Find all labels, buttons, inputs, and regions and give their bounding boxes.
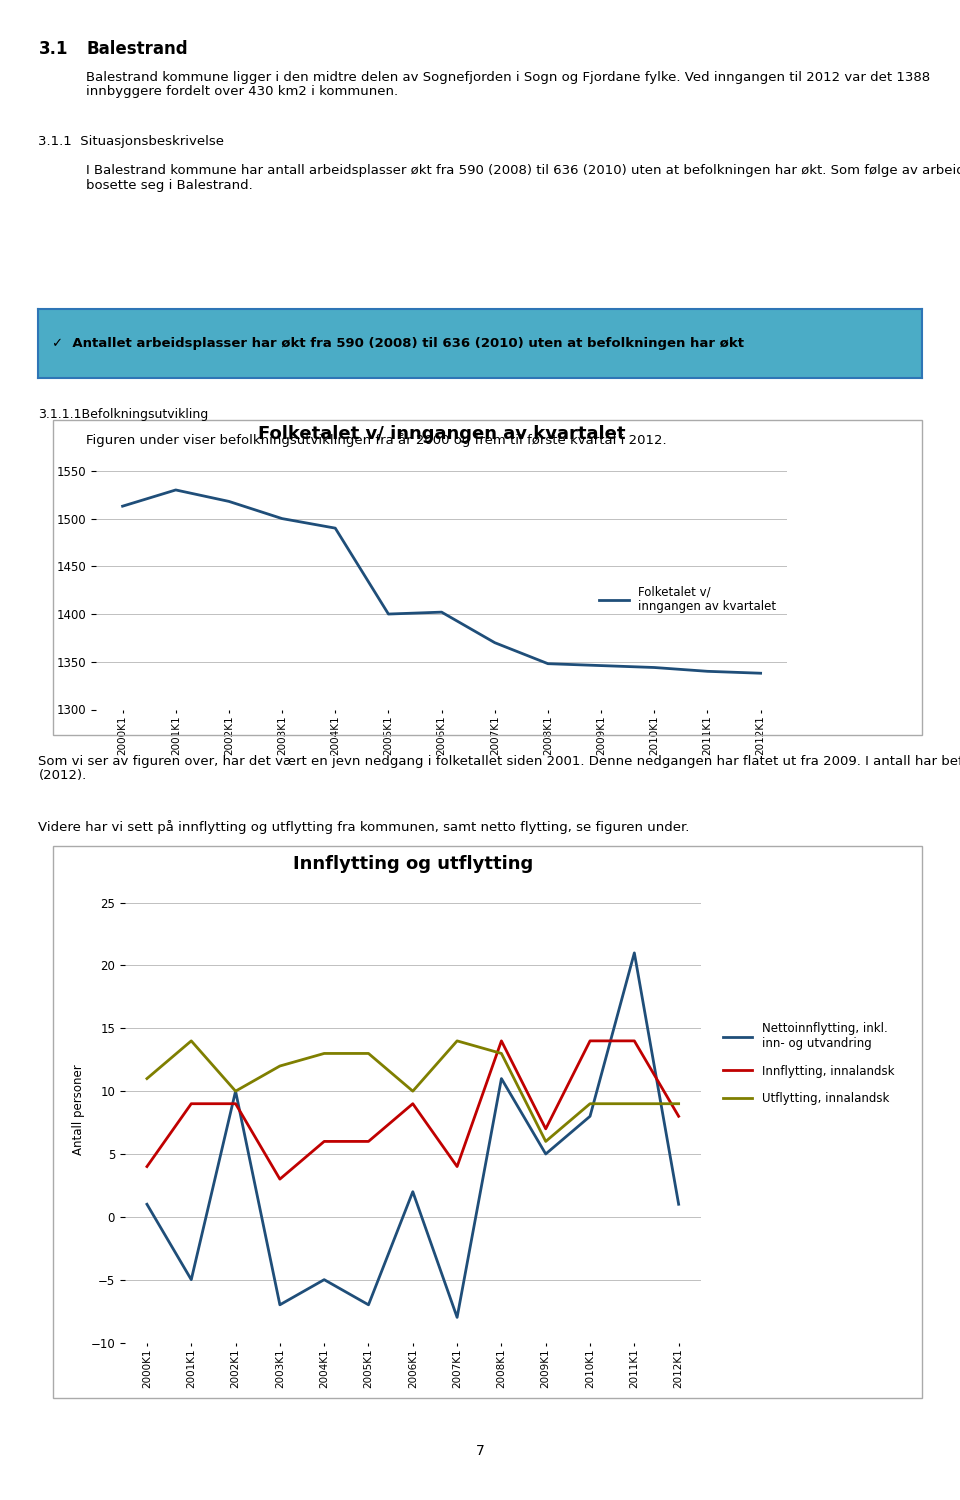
Title: Folketalet v/ inngangen av kvartalet: Folketalet v/ inngangen av kvartalet — [258, 424, 625, 442]
Text: I Balestrand kommune har antall arbeidsplasser økt fra 590 (2008) til 636 (2010): I Balestrand kommune har antall arbeidsp… — [86, 164, 960, 192]
Legend: Nettoinnflytting, inkl.
inn- og utvandring, Innflytting, innalandsk, Utflytting,: Nettoinnflytting, inkl. inn- og utvandri… — [718, 1017, 900, 1110]
Text: 3.1.1.1Befolkningsutvikling: 3.1.1.1Befolkningsutvikling — [38, 408, 208, 422]
Title: Innflytting og utflytting: Innflytting og utflytting — [293, 855, 533, 873]
Text: 7: 7 — [475, 1444, 485, 1458]
Text: Balestrand kommune ligger i den midtre delen av Sognefjorden i Sogn og Fjordane : Balestrand kommune ligger i den midtre d… — [86, 70, 930, 99]
Text: Figuren under viser befolkningsutviklingen fra år 2000 og frem til første kvarta: Figuren under viser befolkningsutvikling… — [86, 433, 667, 447]
Y-axis label: Antall personer: Antall personer — [72, 1065, 84, 1155]
Text: 3.1.1  Situasjonsbeskrivelse: 3.1.1 Situasjonsbeskrivelse — [38, 135, 225, 148]
Text: Som vi ser av figuren over, har det vært en jevn nedgang i folketallet siden 200: Som vi ser av figuren over, har det vært… — [38, 754, 960, 783]
Legend: Folketalet v/
inngangen av kvartalet: Folketalet v/ inngangen av kvartalet — [595, 580, 781, 618]
Text: Videre har vi sett på innflytting og utflytting fra kommunen, samt netto flyttin: Videre har vi sett på innflytting og utf… — [38, 821, 690, 834]
Text: Balestrand: Balestrand — [86, 40, 188, 58]
Text: ✓  Antallet arbeidsplasser har økt fra 590 (2008) til 636 (2010) uten at befolkn: ✓ Antallet arbeidsplasser har økt fra 59… — [52, 338, 744, 350]
Text: 3.1: 3.1 — [38, 40, 68, 58]
